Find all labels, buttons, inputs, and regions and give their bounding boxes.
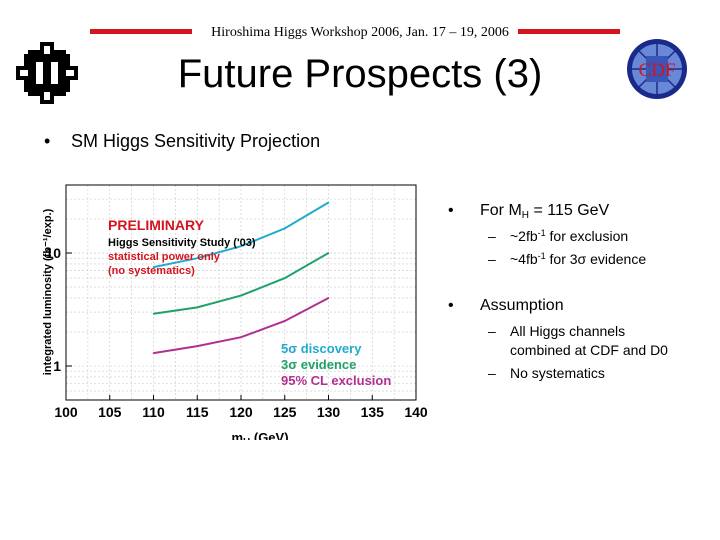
series-point-2 bbox=[240, 336, 242, 338]
annotation-box: PRELIMINARY Higgs Sensitivity Study ('03… bbox=[108, 217, 256, 277]
series-point-1 bbox=[283, 277, 286, 279]
series-point-2 bbox=[327, 297, 330, 299]
main-bullet: • SM Higgs Sensitivity Projection bbox=[44, 131, 321, 151]
cdf-logo-text: CDF bbox=[639, 60, 676, 81]
y-tick-label: 10 bbox=[45, 245, 61, 261]
bullet-assumption: • Assumption bbox=[448, 297, 564, 314]
x-tick-label: 110 bbox=[142, 404, 165, 420]
header-decoration-bar-left bbox=[90, 29, 192, 34]
annotation-stat-power: statistical power only bbox=[108, 251, 221, 263]
x-tick-label: 125 bbox=[273, 404, 297, 420]
annotation-no-systematics: (no systematics) bbox=[108, 265, 195, 277]
sub-evidence: – ~4fb-1 for 3σ evidence bbox=[488, 251, 647, 267]
x-tick-label: 130 bbox=[317, 404, 341, 420]
slide-title: Future Prospects (3) bbox=[177, 52, 543, 96]
annotation-study: Higgs Sensitivity Study ('03) bbox=[108, 237, 256, 249]
header-decoration-bar-right bbox=[518, 29, 620, 34]
series-point-1 bbox=[327, 252, 330, 254]
series-point-0 bbox=[327, 201, 330, 204]
x-tick-label: 105 bbox=[98, 404, 122, 420]
sub-no-systematics: – No systematics bbox=[488, 365, 605, 381]
x-tick-label: 115 bbox=[186, 404, 209, 420]
workshop-header: Hiroshima Higgs Workshop 2006, Jan. 17 –… bbox=[211, 25, 509, 40]
x-axis-label: mH (GeV) bbox=[231, 430, 288, 440]
sub-channels: – All Higgs channels bbox=[488, 323, 626, 339]
series-point-0 bbox=[283, 227, 286, 230]
chart-legend: 5σ discovery 3σ evidence 95% CL exclusio… bbox=[281, 341, 391, 388]
legend-5sigma: 5σ discovery bbox=[281, 341, 362, 356]
series-point-1 bbox=[152, 312, 155, 315]
main-bullet-text: SM Higgs Sensitivity Projection bbox=[71, 131, 321, 151]
x-tick-label: 100 bbox=[54, 404, 78, 420]
series-point-1 bbox=[196, 306, 199, 309]
sub-channels-cont: combined at CDF and D0 bbox=[510, 342, 668, 358]
x-tick-label: 140 bbox=[404, 404, 428, 420]
series-point-0 bbox=[152, 266, 155, 268]
series-layer bbox=[152, 201, 330, 355]
series-point-2 bbox=[283, 320, 286, 322]
x-tick-label: 120 bbox=[229, 404, 253, 420]
series-point-0 bbox=[196, 257, 199, 259]
y-axis-label: integrated luminosity (fb⁻¹/exp.) bbox=[42, 208, 54, 375]
cdf-logo-icon: CDF bbox=[627, 39, 687, 99]
series-point-2 bbox=[196, 345, 199, 347]
bullet-mh: • For MH = 115 GeV bbox=[448, 202, 610, 221]
x-tick-label: 135 bbox=[361, 404, 385, 420]
series-point-0 bbox=[240, 245, 242, 247]
legend-3sigma: 3σ evidence bbox=[281, 357, 356, 372]
annotation-preliminary: PRELIMINARY bbox=[108, 217, 205, 233]
series-point-2 bbox=[152, 352, 155, 354]
fermilab-logo-icon bbox=[16, 42, 78, 104]
legend-95cl: 95% CL exclusion bbox=[281, 373, 391, 388]
y-tick-label: 1 bbox=[53, 358, 61, 374]
sub-exclusion: – ~2fb-1 for exclusion bbox=[488, 228, 629, 244]
series-point-1 bbox=[240, 294, 242, 297]
